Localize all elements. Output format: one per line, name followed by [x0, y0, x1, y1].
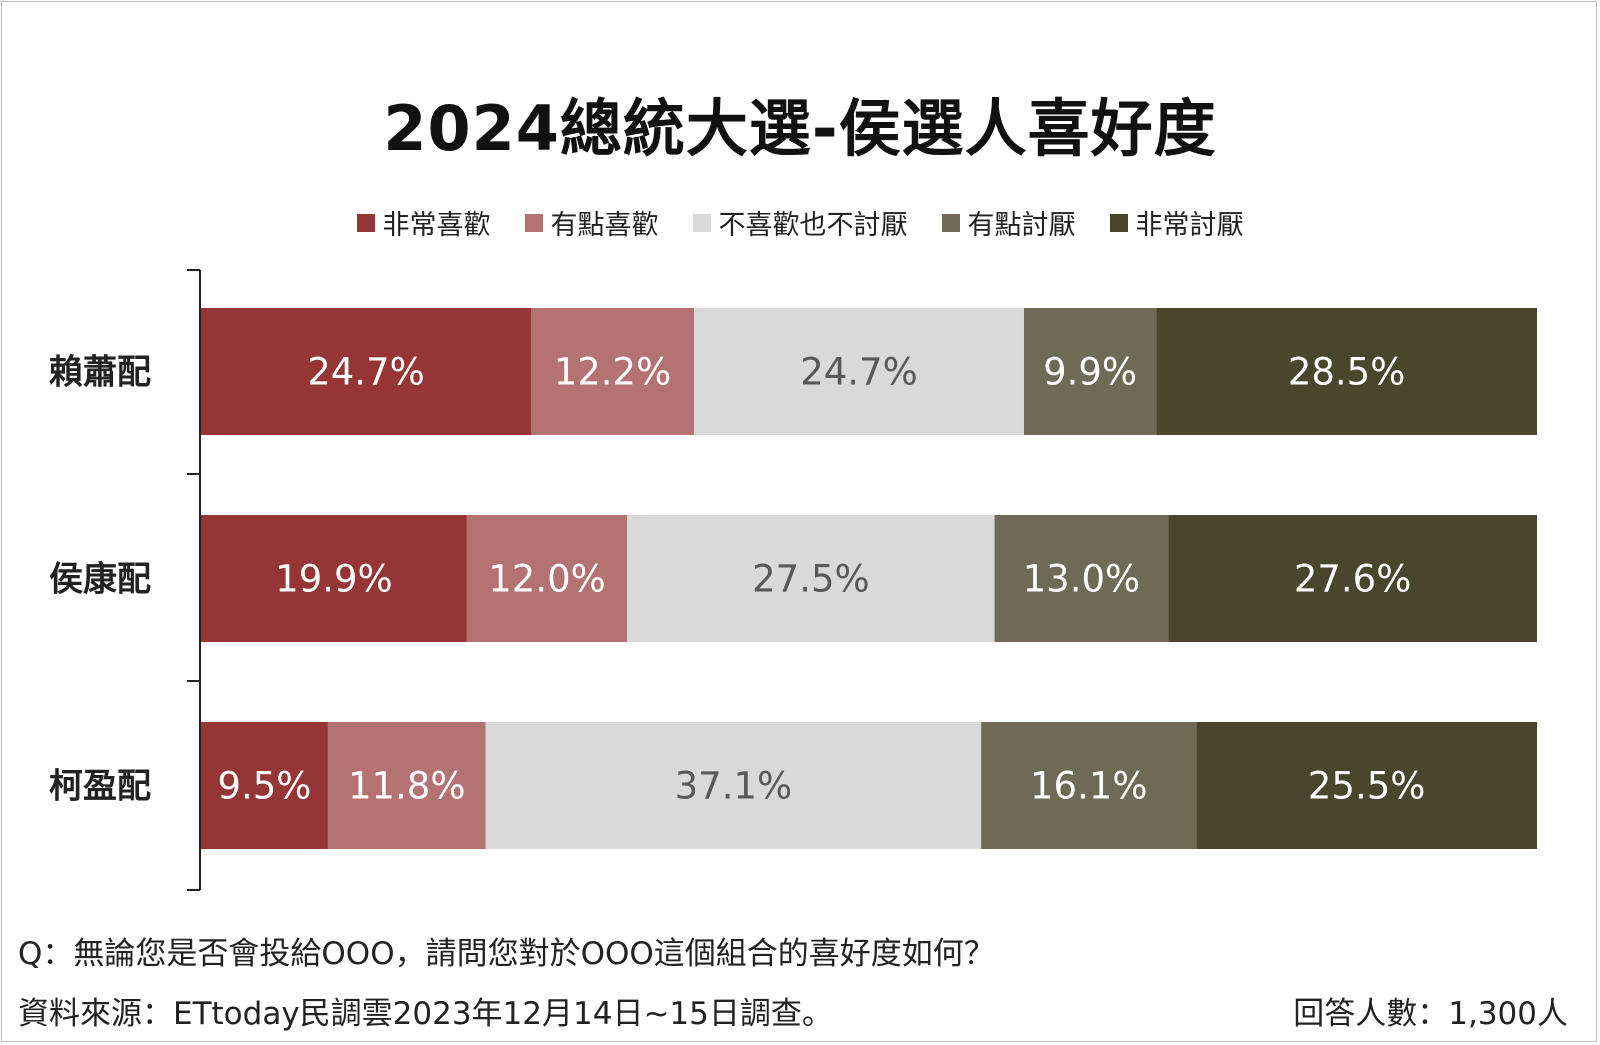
data-label: 25.5% [1308, 765, 1426, 808]
data-label: 9.5% [217, 765, 311, 808]
survey-question: Q：無論您是否會投給OOO，請問您對於OOO這個組合的喜好度如何？ [18, 936, 995, 972]
data-label: 37.1% [675, 765, 793, 808]
chart-legend: 非常喜歡 有點喜歡 不喜歡也不討厭 有點討厭 非常討厭 [0, 203, 1600, 242]
bar-segment [693, 308, 1024, 435]
bar-segment [201, 722, 328, 849]
bar-segment [466, 515, 628, 642]
data-label: 12.0% [488, 558, 606, 601]
data-label: 19.9% [275, 558, 393, 601]
data-label: 27.6% [1294, 558, 1412, 601]
legend-swatch [692, 213, 711, 232]
data-label: 13.0% [1023, 558, 1141, 601]
data-label: 11.8% [348, 765, 466, 808]
legend-swatch [1109, 213, 1128, 232]
data-label: 12.2% [554, 351, 672, 394]
data-label: 27.5% [752, 558, 870, 601]
legend-swatch [941, 213, 960, 232]
bar-segment [1156, 308, 1537, 435]
respondent-count: 回答人數：1,300人 [1293, 996, 1568, 1032]
legend-swatch [524, 213, 543, 232]
legend-label: 有點喜歡 [550, 210, 659, 241]
legend-item: 非常討厭 [1109, 203, 1244, 242]
bar-segment [485, 722, 982, 849]
category-label: 賴蕭配 [49, 353, 151, 393]
legend-swatch [356, 213, 375, 232]
bar-segment [327, 722, 486, 849]
bar-segment [1168, 515, 1537, 642]
legend-item: 不喜歡也不討厭 [692, 203, 908, 242]
legend-label: 非常討厭 [1135, 210, 1244, 241]
data-label: 9.9% [1043, 351, 1137, 394]
bar-segment [1196, 722, 1537, 849]
data-source: 資料來源：ETtoday民調雲2023年12月14日~15日調查。 [18, 996, 833, 1032]
legend-label: 不喜歡也不討厭 [718, 210, 908, 241]
bar-segment [994, 515, 1169, 642]
legend-label: 非常喜歡 [382, 210, 491, 241]
bar-segment [627, 515, 995, 642]
data-label: 24.7% [800, 351, 918, 394]
data-label: 16.1% [1030, 765, 1148, 808]
legend-item: 有點喜歡 [524, 203, 659, 242]
category-label: 柯盈配 [49, 767, 151, 807]
legend-label: 有點討厭 [967, 210, 1076, 241]
bar-segment [1023, 308, 1157, 435]
data-label: 28.5% [1288, 351, 1406, 394]
bar-segment [530, 308, 694, 435]
bar-segment [201, 308, 531, 435]
bar-segment [981, 722, 1197, 849]
bar-segment [201, 515, 467, 642]
chart-title: 2024總統大選-侯選人喜好度 [383, 92, 1217, 165]
legend-item: 有點討厭 [941, 203, 1076, 242]
data-label: 24.7% [307, 351, 425, 394]
category-label: 侯康配 [49, 560, 151, 600]
legend-item: 非常喜歡 [356, 203, 491, 242]
